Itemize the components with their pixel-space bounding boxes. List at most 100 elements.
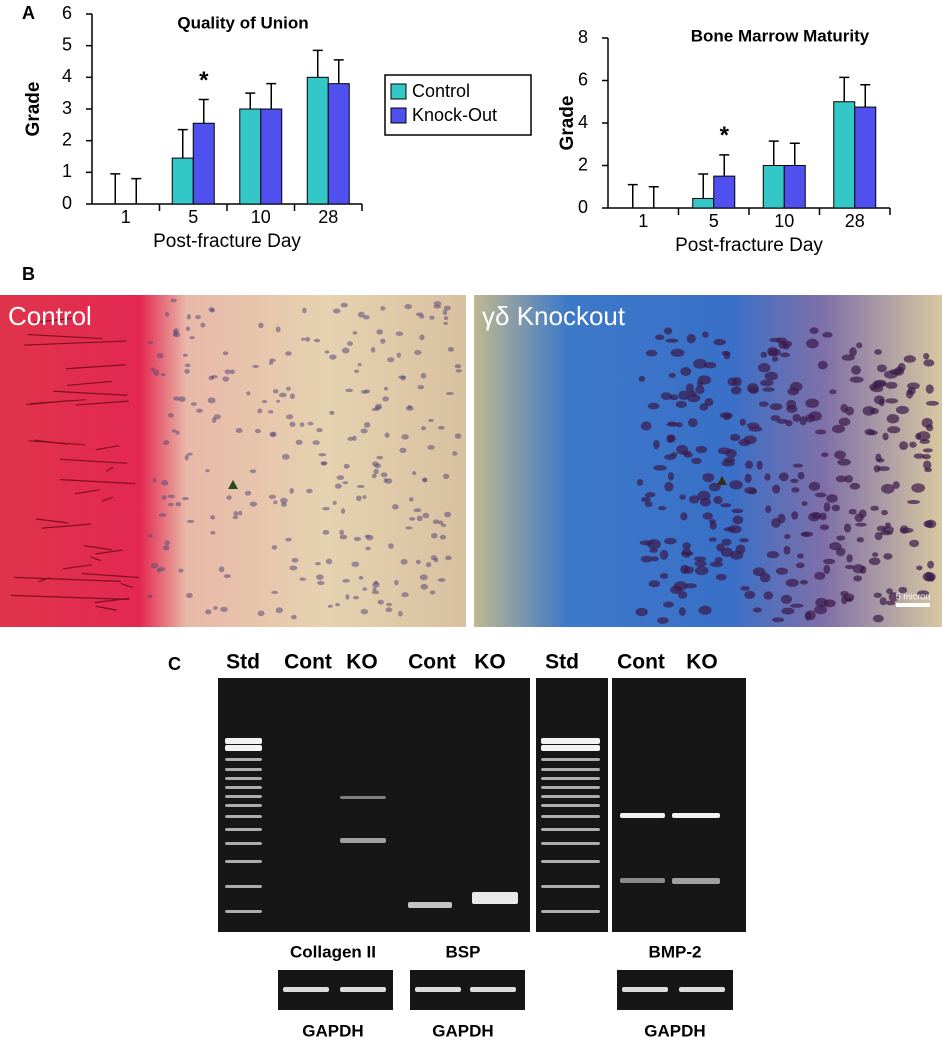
cell bbox=[60, 479, 136, 485]
y-tick-label: 1 bbox=[62, 161, 72, 181]
cell bbox=[340, 302, 348, 308]
cell bbox=[345, 594, 350, 600]
cell bbox=[715, 573, 727, 581]
cell bbox=[709, 521, 717, 530]
cell bbox=[835, 475, 847, 483]
cell bbox=[62, 564, 93, 570]
cell bbox=[907, 387, 916, 395]
cell bbox=[791, 487, 800, 493]
cell bbox=[831, 424, 846, 434]
cell bbox=[404, 304, 412, 310]
cell bbox=[758, 401, 769, 407]
bar bbox=[171, 157, 194, 205]
cell bbox=[843, 523, 852, 533]
cell bbox=[815, 492, 827, 498]
histology: Control γδ Knockout 5 micron bbox=[0, 295, 942, 627]
gel-band bbox=[340, 796, 386, 799]
cell bbox=[823, 599, 836, 608]
cell bbox=[653, 465, 667, 471]
cell bbox=[454, 364, 462, 369]
cell bbox=[693, 358, 707, 369]
cell bbox=[342, 481, 349, 485]
photo-label: Control bbox=[8, 301, 92, 331]
cell bbox=[395, 331, 404, 336]
cell bbox=[278, 392, 287, 398]
cell bbox=[443, 321, 449, 325]
error-bar bbox=[312, 49, 323, 78]
cell bbox=[699, 497, 712, 507]
gel-band bbox=[225, 804, 262, 807]
cell bbox=[398, 375, 406, 379]
cell bbox=[756, 460, 763, 470]
cell bbox=[153, 369, 160, 376]
cell bbox=[645, 349, 658, 357]
cell bbox=[364, 534, 371, 538]
cell bbox=[66, 380, 112, 387]
cell bbox=[764, 473, 771, 481]
cell bbox=[921, 417, 933, 428]
cell bbox=[693, 556, 707, 562]
cell bbox=[649, 548, 658, 553]
cell bbox=[819, 524, 830, 531]
cell bbox=[372, 581, 380, 588]
gel-band bbox=[541, 885, 600, 888]
cell bbox=[416, 515, 423, 522]
cell bbox=[870, 385, 884, 393]
cell bbox=[433, 301, 442, 307]
error-bar bbox=[789, 142, 800, 166]
cell bbox=[327, 604, 333, 608]
cell bbox=[178, 396, 186, 402]
cell bbox=[356, 484, 365, 489]
cell bbox=[714, 556, 723, 563]
cell bbox=[875, 453, 882, 463]
cell bbox=[695, 445, 708, 454]
cell bbox=[347, 436, 354, 441]
cell bbox=[158, 513, 167, 517]
cell bbox=[167, 494, 176, 499]
cell bbox=[888, 592, 900, 602]
cell bbox=[320, 461, 328, 466]
cell bbox=[335, 602, 340, 607]
cell bbox=[184, 454, 189, 461]
cell bbox=[698, 605, 712, 615]
cell bbox=[928, 573, 935, 582]
cell bbox=[372, 587, 377, 591]
cell bbox=[315, 574, 324, 581]
panel-label: C bbox=[168, 654, 181, 674]
cell bbox=[445, 392, 454, 396]
cell bbox=[371, 590, 380, 595]
cell bbox=[339, 534, 348, 540]
cell bbox=[746, 383, 759, 393]
cell bbox=[659, 549, 669, 560]
cell bbox=[858, 509, 867, 518]
cell bbox=[375, 403, 383, 410]
gel-band bbox=[541, 795, 600, 798]
cell bbox=[811, 511, 822, 519]
gel-band bbox=[541, 786, 600, 789]
gene-label: BSP bbox=[446, 942, 481, 961]
gel-band bbox=[225, 842, 262, 845]
cell bbox=[429, 315, 435, 320]
cell bbox=[443, 316, 449, 321]
cell bbox=[289, 488, 294, 494]
cell bbox=[167, 502, 174, 507]
cell bbox=[269, 431, 277, 438]
cell bbox=[238, 510, 243, 516]
cell bbox=[405, 526, 413, 530]
cell bbox=[685, 383, 695, 394]
cell bbox=[923, 460, 932, 470]
cell bbox=[660, 392, 672, 400]
cell bbox=[370, 346, 376, 353]
cell bbox=[170, 298, 177, 303]
cell bbox=[739, 538, 750, 543]
y-axis-label: Grade bbox=[557, 96, 578, 151]
gel-band bbox=[679, 987, 725, 992]
cell bbox=[744, 473, 752, 483]
gel bbox=[612, 678, 746, 932]
gel-band bbox=[225, 786, 262, 789]
cell bbox=[826, 494, 838, 503]
cell bbox=[207, 397, 216, 404]
cell bbox=[721, 460, 735, 467]
cell bbox=[388, 543, 394, 549]
cell bbox=[224, 369, 232, 375]
